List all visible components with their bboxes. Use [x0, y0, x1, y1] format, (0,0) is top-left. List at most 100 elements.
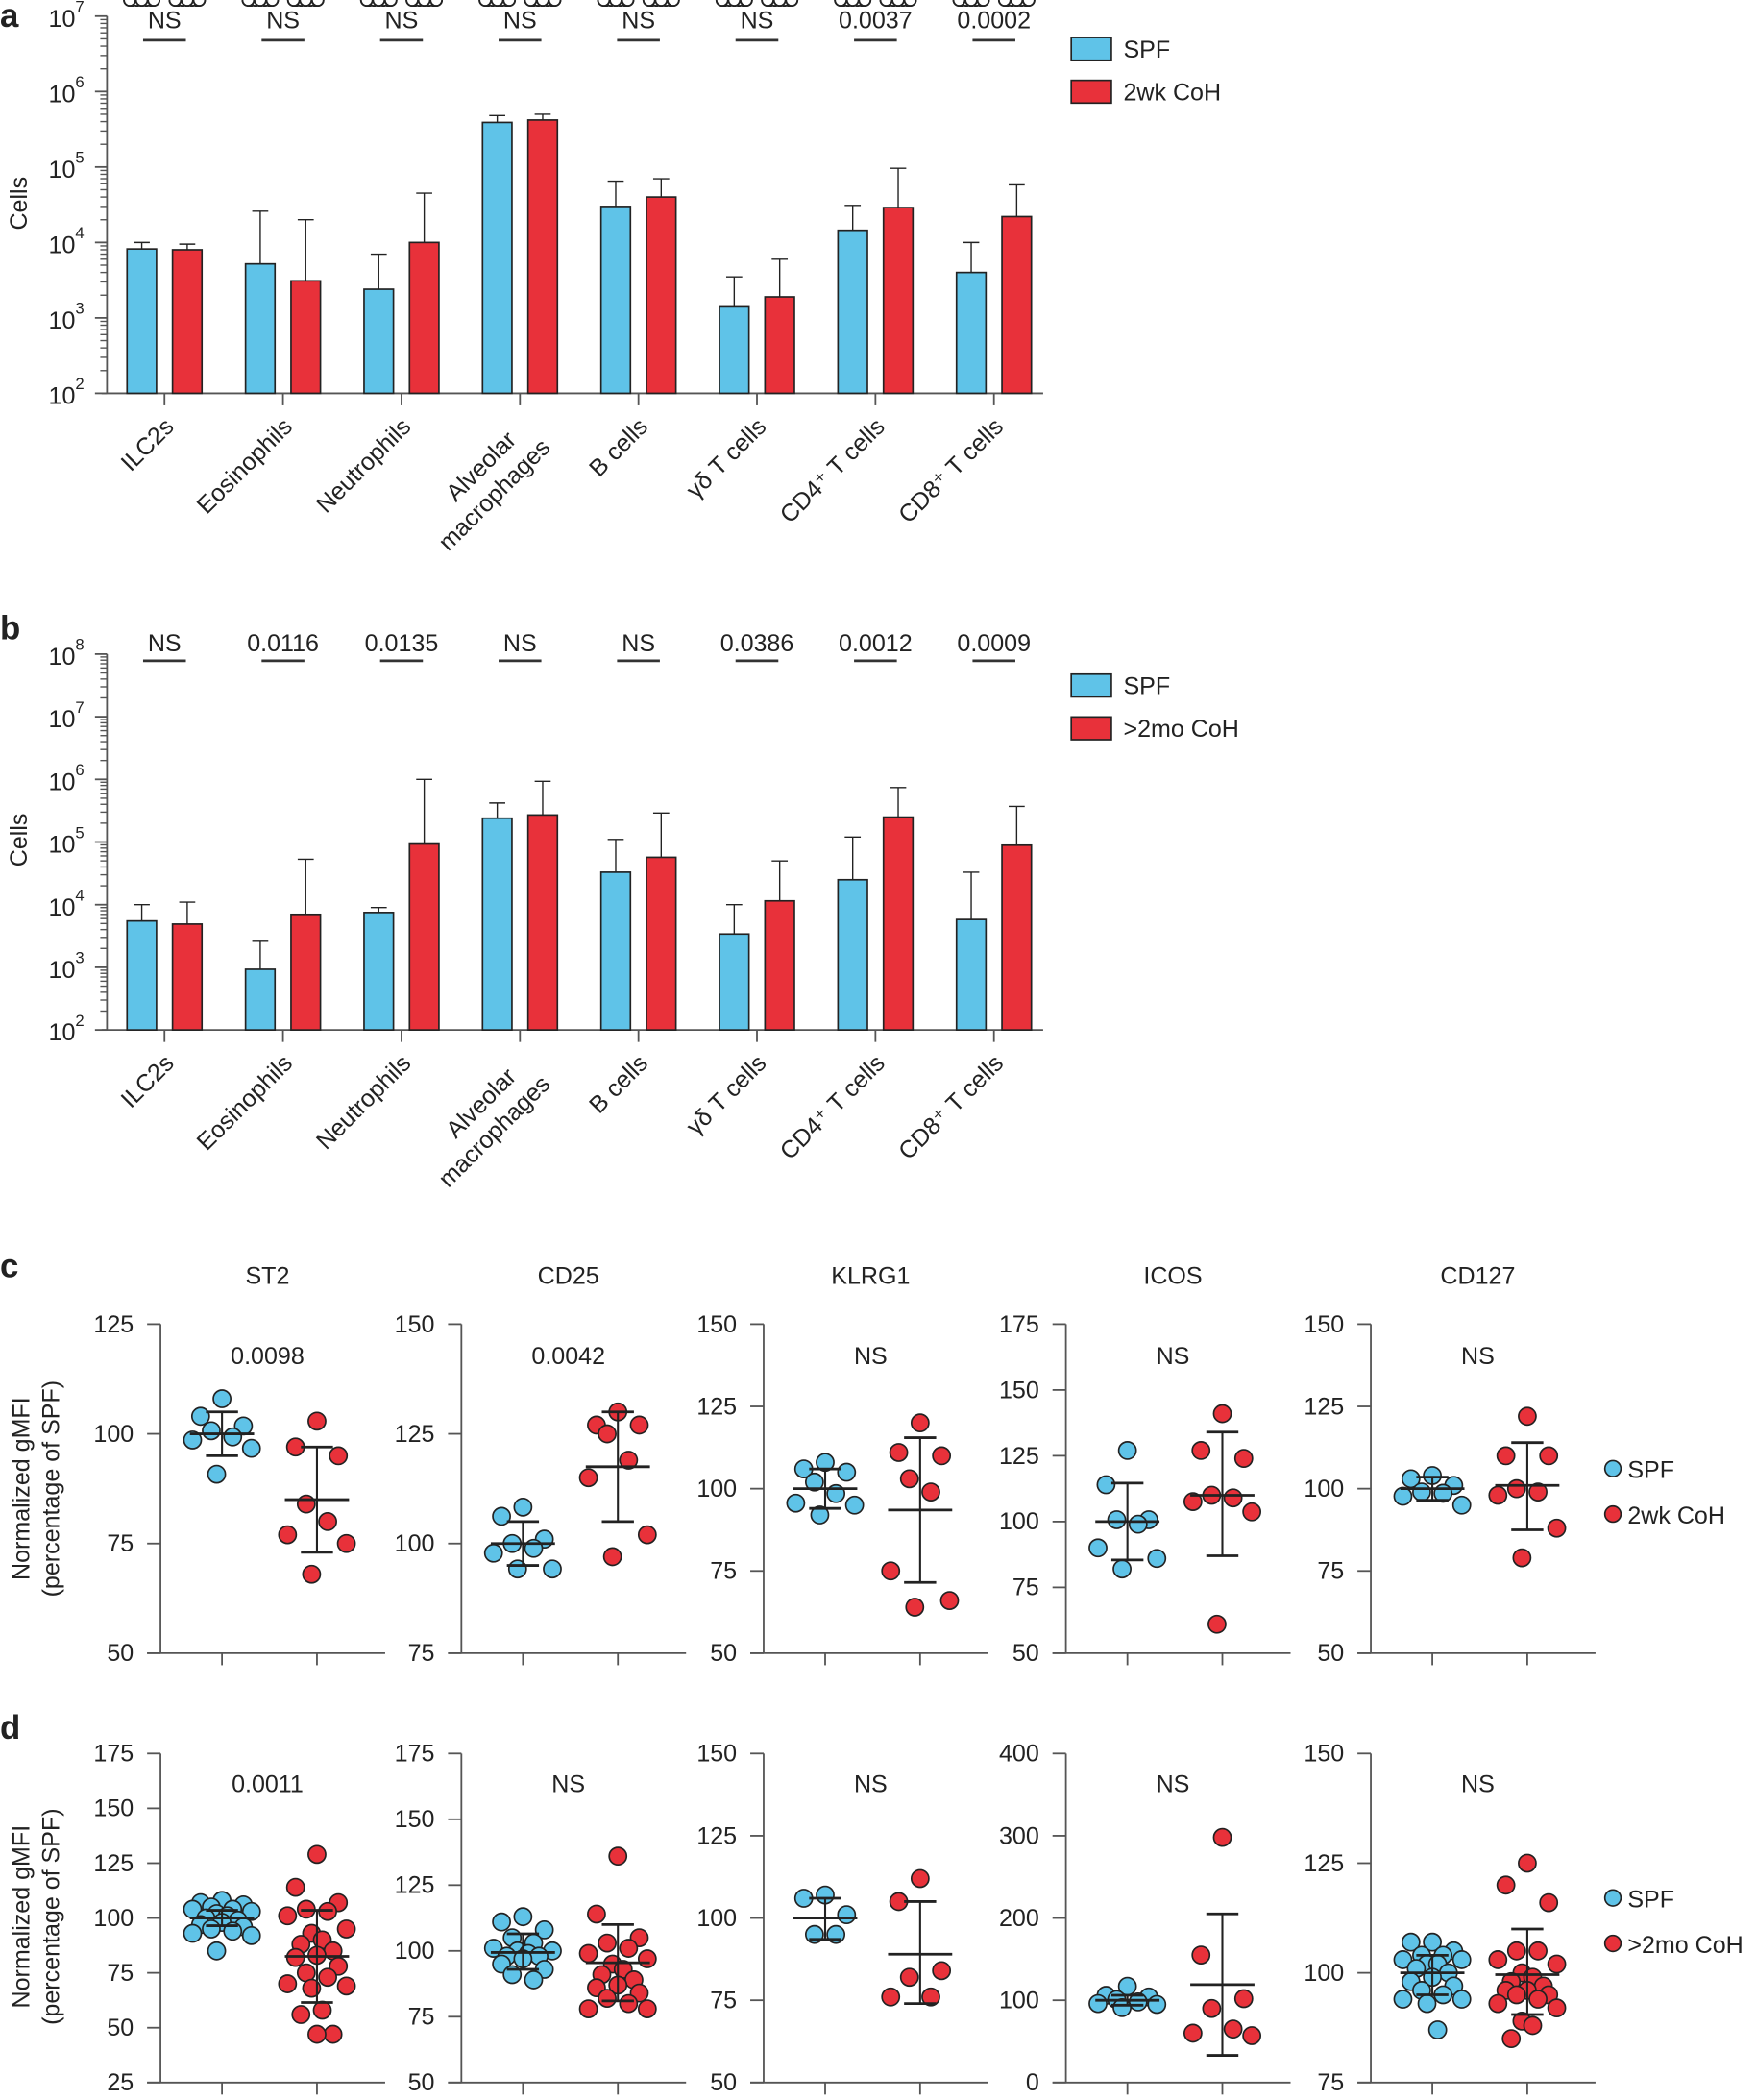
data-point	[598, 1424, 617, 1444]
category-label: CD4⁺ T cells	[775, 413, 890, 528]
data-point	[483, 1543, 503, 1563]
p-value-label: 0.0386	[720, 630, 794, 657]
data-point	[715, 0, 729, 7]
data-point	[513, 1907, 533, 1927]
data-point	[602, 1547, 622, 1567]
data-point	[598, 1933, 617, 1953]
data-point	[1207, 1614, 1227, 1634]
p-value-label: NS	[854, 1771, 888, 1798]
data-point	[785, 0, 799, 7]
category-label: Neutrophils	[311, 413, 416, 518]
y-tick-label: 50	[408, 2069, 435, 2096]
y-tick-label: 50	[710, 1640, 737, 1667]
p-value-label: 0.0037	[839, 7, 913, 34]
y-tick-label: 102	[49, 375, 85, 409]
data-point	[1096, 1475, 1116, 1495]
data-point	[1539, 1892, 1559, 1913]
subplot: NS 75 100 125 150	[1304, 1741, 1596, 2096]
p-value-label: 0.0011	[232, 1771, 304, 1798]
data-point	[1412, 1482, 1431, 1502]
data-point	[587, 1904, 606, 1924]
data-point	[844, 1495, 865, 1515]
p-value-label: NS	[741, 7, 774, 34]
data-point	[619, 1993, 639, 2014]
data-point	[666, 0, 680, 7]
data-point	[278, 1525, 298, 1545]
y-tick-label: 105	[49, 823, 85, 858]
data-point	[168, 0, 183, 7]
data-point	[1547, 1954, 1567, 1974]
data-point	[637, 1949, 657, 1968]
data-point	[1501, 2029, 1522, 2049]
data-point	[1417, 1993, 1437, 2014]
p-value-label: 0.0009	[957, 630, 1031, 657]
p-value-label: 0.0012	[839, 630, 913, 657]
y-tick-label: 100	[395, 1938, 435, 1965]
data-point	[1528, 1990, 1548, 2009]
data-point	[1112, 1559, 1132, 1579]
category-label-line: Eosinophils	[192, 1050, 298, 1156]
subplot: KLRG1 NS 50 75 100 125 150	[696, 1263, 988, 1667]
data-point	[207, 1941, 227, 1961]
category-label-line: Neutrophils	[311, 1050, 416, 1155]
category-label: CD8⁺ T cells	[893, 1050, 1009, 1165]
y-tick-label: 106	[49, 73, 85, 108]
y-tick-label: 100	[395, 1530, 435, 1557]
category-label: Alveolarmacrophages	[413, 1050, 556, 1193]
data-point	[123, 0, 136, 7]
panel-d: d Normalized gMFI (percentage of SPF) 0.001…	[0, 1709, 1744, 2096]
subplot: 0.0011 25 50 75 100 125 150 175	[93, 1741, 385, 2096]
data-point	[1183, 2023, 1203, 2043]
data-point	[921, 1987, 940, 2007]
category-label: B cells	[584, 1050, 653, 1119]
data-point	[323, 2024, 343, 2044]
data-point	[223, 1427, 243, 1447]
panel-letter: c	[0, 1248, 18, 1285]
data-point	[910, 1868, 930, 1889]
category-label: CD8⁺ T cells	[893, 413, 1009, 528]
data-point	[1488, 1950, 1508, 1969]
data-point	[932, 1446, 952, 1466]
y-tick-label: 75	[107, 1960, 134, 1987]
y-tick-label: 107	[49, 698, 85, 733]
y-tick-label: 125	[1304, 1393, 1344, 1420]
data-point	[490, 0, 504, 7]
category-label: γδ T cells	[681, 1050, 771, 1140]
data-point	[417, 0, 431, 7]
data-point	[1393, 1950, 1413, 1969]
bar	[1001, 843, 1033, 1031]
bar	[363, 288, 395, 395]
data-point	[629, 1415, 649, 1435]
y-tick-label: 150	[696, 1311, 737, 1338]
data-point	[318, 1512, 337, 1531]
data-point	[202, 1421, 221, 1441]
p-value-label: NS	[622, 7, 655, 34]
bar	[719, 305, 750, 395]
data-point	[654, 0, 669, 7]
data-point	[134, 0, 149, 7]
data-point	[543, 1559, 562, 1579]
y-tick-label: 300	[999, 1822, 1039, 1849]
data-point	[212, 1389, 232, 1408]
data-point	[147, 0, 160, 7]
data-point	[1506, 1941, 1526, 1961]
p-value-label: NS	[503, 7, 537, 34]
category-label: Alveolarmacrophages	[413, 413, 556, 556]
data-point	[597, 0, 611, 7]
category-label-line: CD4⁺ T cells	[775, 1050, 890, 1165]
data-point	[619, 1451, 639, 1470]
y-tick-label: 125	[93, 1850, 134, 1877]
legend-swatch	[1070, 79, 1112, 105]
data-point	[837, 1905, 857, 1925]
category-label-line: B cells	[584, 413, 653, 482]
data-point	[336, 1919, 356, 1939]
category-label: CD4⁺ T cells	[775, 1050, 890, 1165]
data-point	[845, 0, 860, 7]
data-point	[761, 0, 775, 7]
y-tick-label: 175	[999, 1311, 1039, 1338]
category-label-line: CD8⁺ T cells	[893, 413, 1009, 528]
data-point	[254, 0, 267, 7]
data-point	[881, 1561, 901, 1581]
subplot-title: KLRG1	[831, 1263, 910, 1290]
bar	[837, 229, 868, 395]
